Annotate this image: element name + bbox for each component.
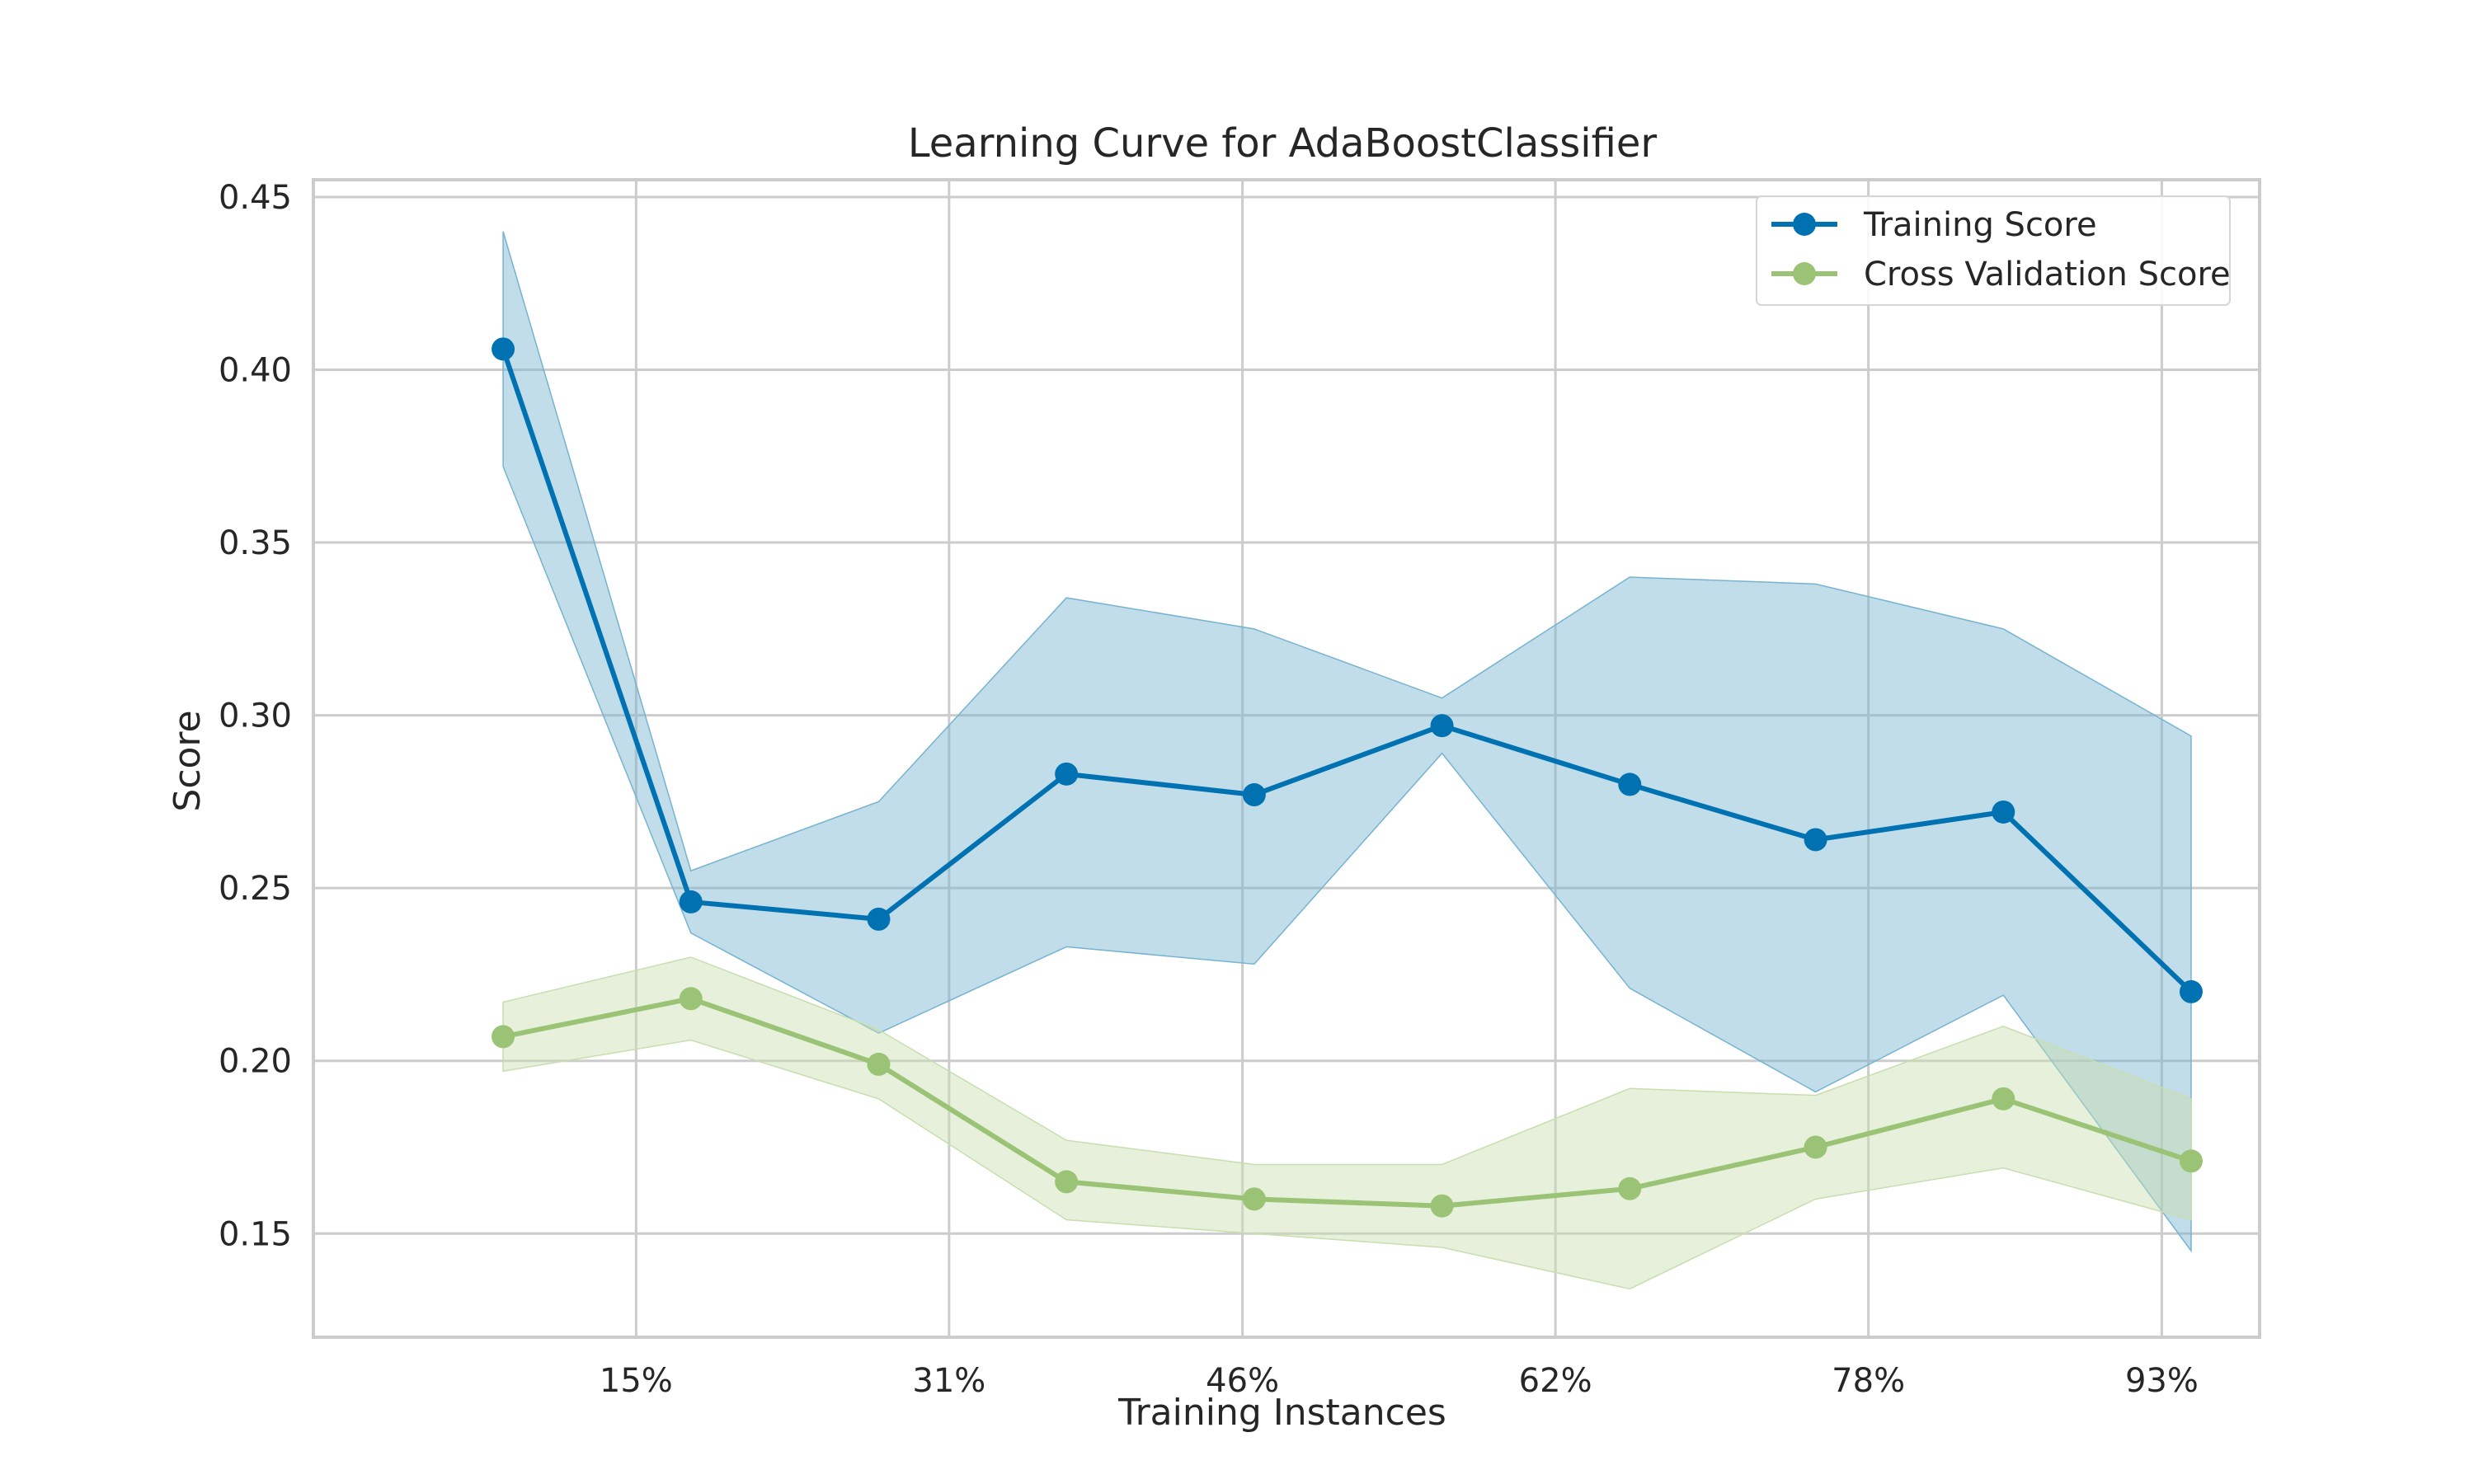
x-tick-label: 93% [2125, 1362, 2199, 1400]
y-tick-label: 0.20 [219, 1043, 292, 1081]
plot-frame [312, 178, 2261, 1339]
band-cv [502, 956, 2192, 1290]
y-axis-label: Score [167, 710, 209, 811]
point-training [1055, 762, 1079, 786]
legend-label-training: Training Score [1863, 206, 2097, 244]
point-training [2179, 979, 2203, 1003]
point-cv [492, 1025, 515, 1049]
point-cv [1430, 1194, 1454, 1218]
legend-marker-training [1793, 213, 1816, 236]
grid [313, 180, 2260, 1337]
point-training [1430, 714, 1454, 738]
y-tick-label: 0.35 [219, 524, 292, 562]
point-training [1618, 773, 1642, 796]
tick-labels: 15% 31% 46% 62% 78% 93% 0.15 0.20 0.25 0.30 0.35 0.… [219, 179, 2199, 1400]
point-training [1804, 828, 1827, 852]
y-tick-label: 0.45 [219, 179, 292, 217]
confidence-bands [502, 231, 2192, 1290]
x-tick-label: 46% [1206, 1362, 1279, 1400]
point-training [867, 907, 891, 931]
series-lines [501, 346, 2194, 1209]
point-cv [679, 987, 703, 1011]
point-training [1992, 800, 2015, 824]
x-tick-label: 78% [1832, 1362, 1905, 1400]
point-cv [1242, 1187, 1266, 1211]
x-tick-label: 31% [912, 1362, 985, 1400]
chart-title: Learning Curve for AdaBoostClassifier [908, 120, 1658, 167]
band-training [502, 231, 2192, 1253]
legend-box [1756, 195, 2231, 306]
y-tick-label: 0.40 [219, 352, 292, 390]
point-training [492, 337, 515, 361]
legend-marker-cv [1793, 262, 1816, 285]
y-tick-label: 0.25 [219, 870, 292, 908]
point-cv [1618, 1176, 1642, 1200]
y-tick-label: 0.15 [219, 1215, 292, 1253]
point-cv [1992, 1087, 2015, 1111]
point-training [1242, 783, 1266, 807]
point-cv [1055, 1170, 1079, 1194]
legend-label-cv: Cross Validation Score [1864, 256, 2231, 294]
line-training [501, 346, 2194, 994]
x-tick-label: 15% [600, 1362, 673, 1400]
x-axis-label: Training Instances [1117, 1392, 1446, 1434]
line-cv [501, 996, 2194, 1209]
series-points [492, 337, 2203, 1218]
point-cv [1804, 1135, 1827, 1159]
plot-area [313, 180, 2260, 1337]
point-cv [867, 1052, 891, 1076]
point-cv [2179, 1149, 2203, 1173]
legend: Training Score Cross Validation Score [1756, 195, 2231, 306]
point-training [679, 890, 703, 913]
y-tick-label: 0.30 [219, 697, 292, 735]
x-tick-label: 62% [1519, 1362, 1592, 1400]
